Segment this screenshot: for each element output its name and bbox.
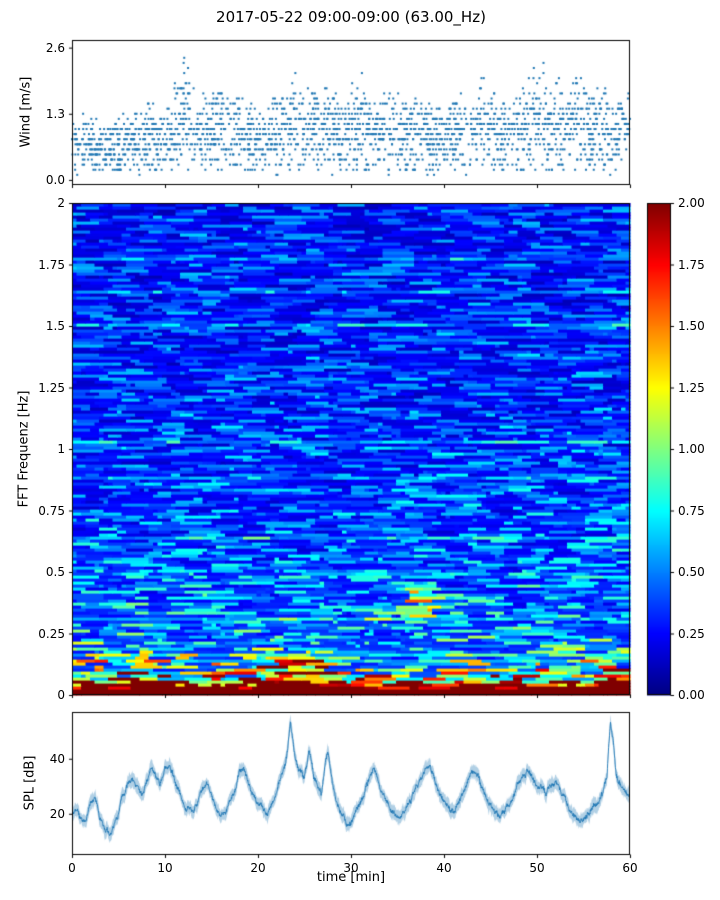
- wind-ylabel: Wind [m/s]: [18, 76, 34, 148]
- tick-label: 30: [343, 861, 359, 875]
- tick-label: 1.25: [678, 380, 705, 395]
- figure-title: 2017-05-22 09:00-09:00 (63.00_Hz): [216, 8, 486, 26]
- tick-label: 1.75: [38, 257, 65, 272]
- tick-label: 0: [57, 688, 65, 702]
- tick-label: 2.6: [45, 40, 65, 55]
- tick-label: 0: [68, 861, 76, 875]
- tick-label: 0.75: [38, 503, 65, 518]
- tick-label: 2.00: [678, 196, 705, 210]
- tick-label: 2: [57, 196, 65, 210]
- tick-label: 0.00: [678, 688, 705, 702]
- fft-frequency-ylabel: FFT Frequenz [Hz]: [16, 390, 32, 508]
- tick-label: 10: [157, 861, 173, 875]
- tick-label: 0.25: [678, 626, 705, 641]
- tick-label: 1.50: [678, 319, 705, 333]
- tick-label: 50: [529, 861, 545, 875]
- spl-ylabel: SPL [dB]: [22, 755, 38, 811]
- tick-label: 0.25: [38, 626, 65, 641]
- time-xlabel: time [min]: [316, 870, 386, 885]
- tick-label: 60: [622, 861, 638, 875]
- tick-label: 1: [57, 442, 65, 456]
- tick-label: 1.25: [38, 380, 65, 395]
- tick-label: 20: [250, 861, 266, 875]
- tick-label: 0.0: [45, 172, 65, 187]
- tick-label: 1.75: [678, 257, 705, 272]
- tick-label: 40: [436, 861, 452, 875]
- tick-label: 20: [49, 806, 65, 821]
- tick-label: 0.5: [45, 565, 65, 579]
- tick-label: 40: [49, 751, 65, 766]
- tick-label: 0.75: [678, 503, 705, 518]
- tick-label: 1.00: [678, 442, 705, 456]
- tick-label: 1.3: [45, 106, 65, 121]
- tick-label: 1.5: [45, 319, 65, 333]
- tick-label: 0.50: [678, 565, 705, 579]
